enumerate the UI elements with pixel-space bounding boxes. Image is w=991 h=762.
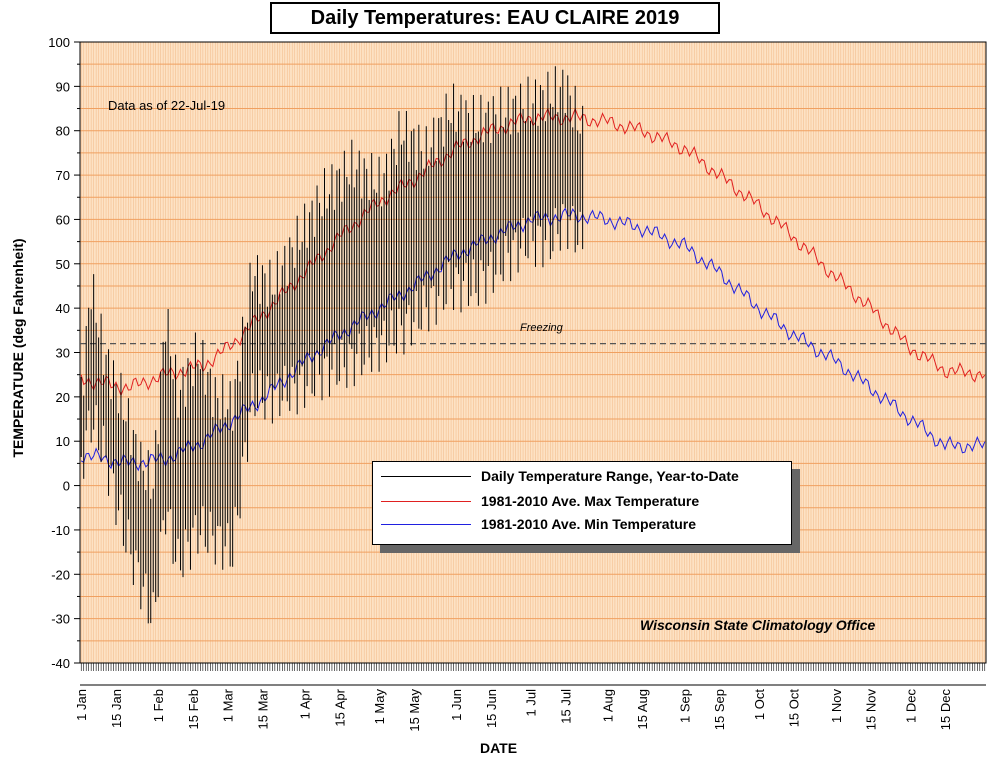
y-tick-label: 50 (56, 257, 70, 272)
x-tick-label: 15 Feb (186, 689, 201, 729)
legend-item-min: 1981-2010 Ave. Min Temperature (381, 513, 696, 535)
credit-text: Wisconsin State Climatology Office (640, 617, 876, 633)
x-tick-label: 1 Feb (151, 689, 166, 722)
legend-item-max: 1981-2010 Ave. Max Temperature (381, 490, 699, 512)
x-tick-label: 15 Sep (712, 689, 727, 730)
data-as-of-note: Data as of 22-Jul-19 (108, 98, 226, 113)
y-tick-label: 80 (56, 124, 70, 139)
x-axis-label: DATE (480, 740, 518, 756)
y-tick-label: 60 (56, 212, 70, 227)
x-tick-label: 1 Mar (221, 688, 236, 722)
legend-swatch-range (381, 475, 471, 477)
chart-title: Daily Temperatures: EAU CLAIRE 2019 (270, 2, 720, 34)
x-tick-label: 1 Jul (524, 689, 539, 717)
x-tick-label: 1 Apr (298, 688, 313, 719)
legend-swatch-max (381, 500, 471, 502)
legend-label-min: 1981-2010 Ave. Min Temperature (481, 516, 697, 532)
legend-swatch-min (381, 523, 471, 525)
y-tick-label: 30 (56, 346, 70, 361)
x-tick-label: 15 Aug (635, 689, 650, 730)
y-tick-label: 70 (56, 168, 70, 183)
freezing-label: Freezing (520, 322, 563, 334)
x-tick-label: 1 Dec (903, 689, 918, 723)
legend-label-range: Daily Temperature Range, Year-to-Date (481, 468, 739, 484)
x-tick-label: 15 Dec (938, 689, 953, 731)
x-tick-label: 1 May (372, 689, 387, 725)
y-tick-label: -40 (51, 656, 70, 671)
x-tick-label: 15 Jun (484, 689, 499, 728)
x-tick-label: 15 Mar (255, 688, 270, 729)
x-tick-label: 1 Sep (677, 689, 692, 723)
x-tick-label: 1 Oct (752, 689, 767, 720)
y-tick-label: -10 (51, 523, 70, 538)
x-tick-label: 1 Nov (829, 689, 844, 723)
x-tick-label: 15 Nov (864, 689, 879, 731)
y-tick-label: -30 (51, 612, 70, 627)
y-tick-label: 20 (56, 390, 70, 405)
x-tick-label: 1 Jan (74, 689, 89, 721)
x-tick-label: 1 Aug (600, 689, 615, 722)
x-tick-label: 15 Jan (109, 689, 124, 728)
y-axis-label: TEMPERATURE (deg Fahrenheit) (10, 238, 26, 458)
legend-label-max: 1981-2010 Ave. Max Temperature (481, 493, 700, 509)
legend-item-range: Daily Temperature Range, Year-to-Date (381, 465, 739, 487)
y-tick-label: 0 (63, 479, 70, 494)
x-tick-label: 15 Jul (558, 689, 573, 724)
y-tick-label: -20 (51, 567, 70, 582)
x-tick-label: 15 May (407, 689, 422, 732)
y-tick-label: 90 (56, 79, 70, 94)
x-tick-label: 15 Apr (332, 688, 347, 726)
legend: Daily Temperature Range, Year-to-Date 19… (372, 461, 792, 545)
x-tick-label: 1 Jun (449, 689, 464, 721)
y-tick-label: 10 (56, 434, 70, 449)
y-tick-label: 40 (56, 301, 70, 316)
x-tick-label: 15 Oct (787, 689, 802, 728)
y-tick-label: 100 (48, 35, 70, 50)
